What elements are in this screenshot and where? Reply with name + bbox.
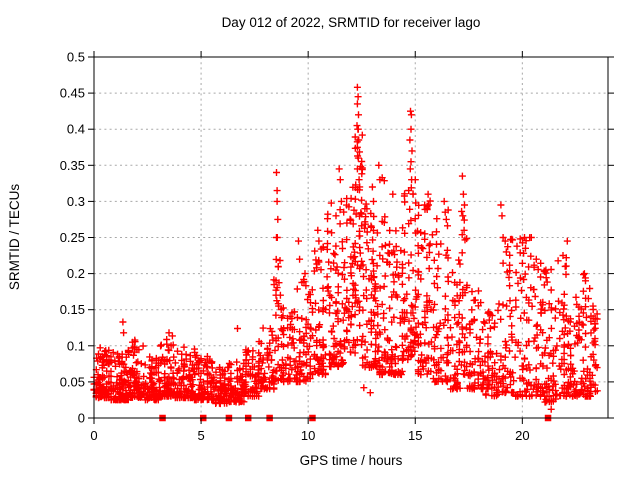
y-tick-label: 0.05 (60, 374, 85, 389)
y-tick-label: 0.35 (60, 158, 85, 173)
y-tick-label: 0.3 (67, 194, 85, 209)
y-tick-label: 0.1 (67, 338, 85, 353)
x-tick-label: 10 (301, 428, 315, 443)
y-tick-label: 0.25 (60, 230, 85, 245)
chart-title: Day 012 of 2022, SRMTID for receiver lag… (221, 15, 481, 30)
y-tick-label: 0 (78, 411, 85, 426)
x-tick-label: 5 (197, 428, 204, 443)
y-tick-label: 0.45 (60, 86, 85, 101)
y-tick-label: 0.5 (67, 50, 85, 65)
y-tick-label: 0.15 (60, 302, 85, 317)
x-axis-label: GPS time / hours (299, 453, 403, 468)
data-points (90, 83, 601, 413)
y-tick-label: 0.4 (67, 122, 85, 137)
x-tick-label: 0 (90, 428, 97, 443)
x-tick-label: 20 (515, 428, 529, 443)
y-tick-label: 0.2 (67, 266, 85, 281)
x-tick-label: 15 (408, 428, 422, 443)
